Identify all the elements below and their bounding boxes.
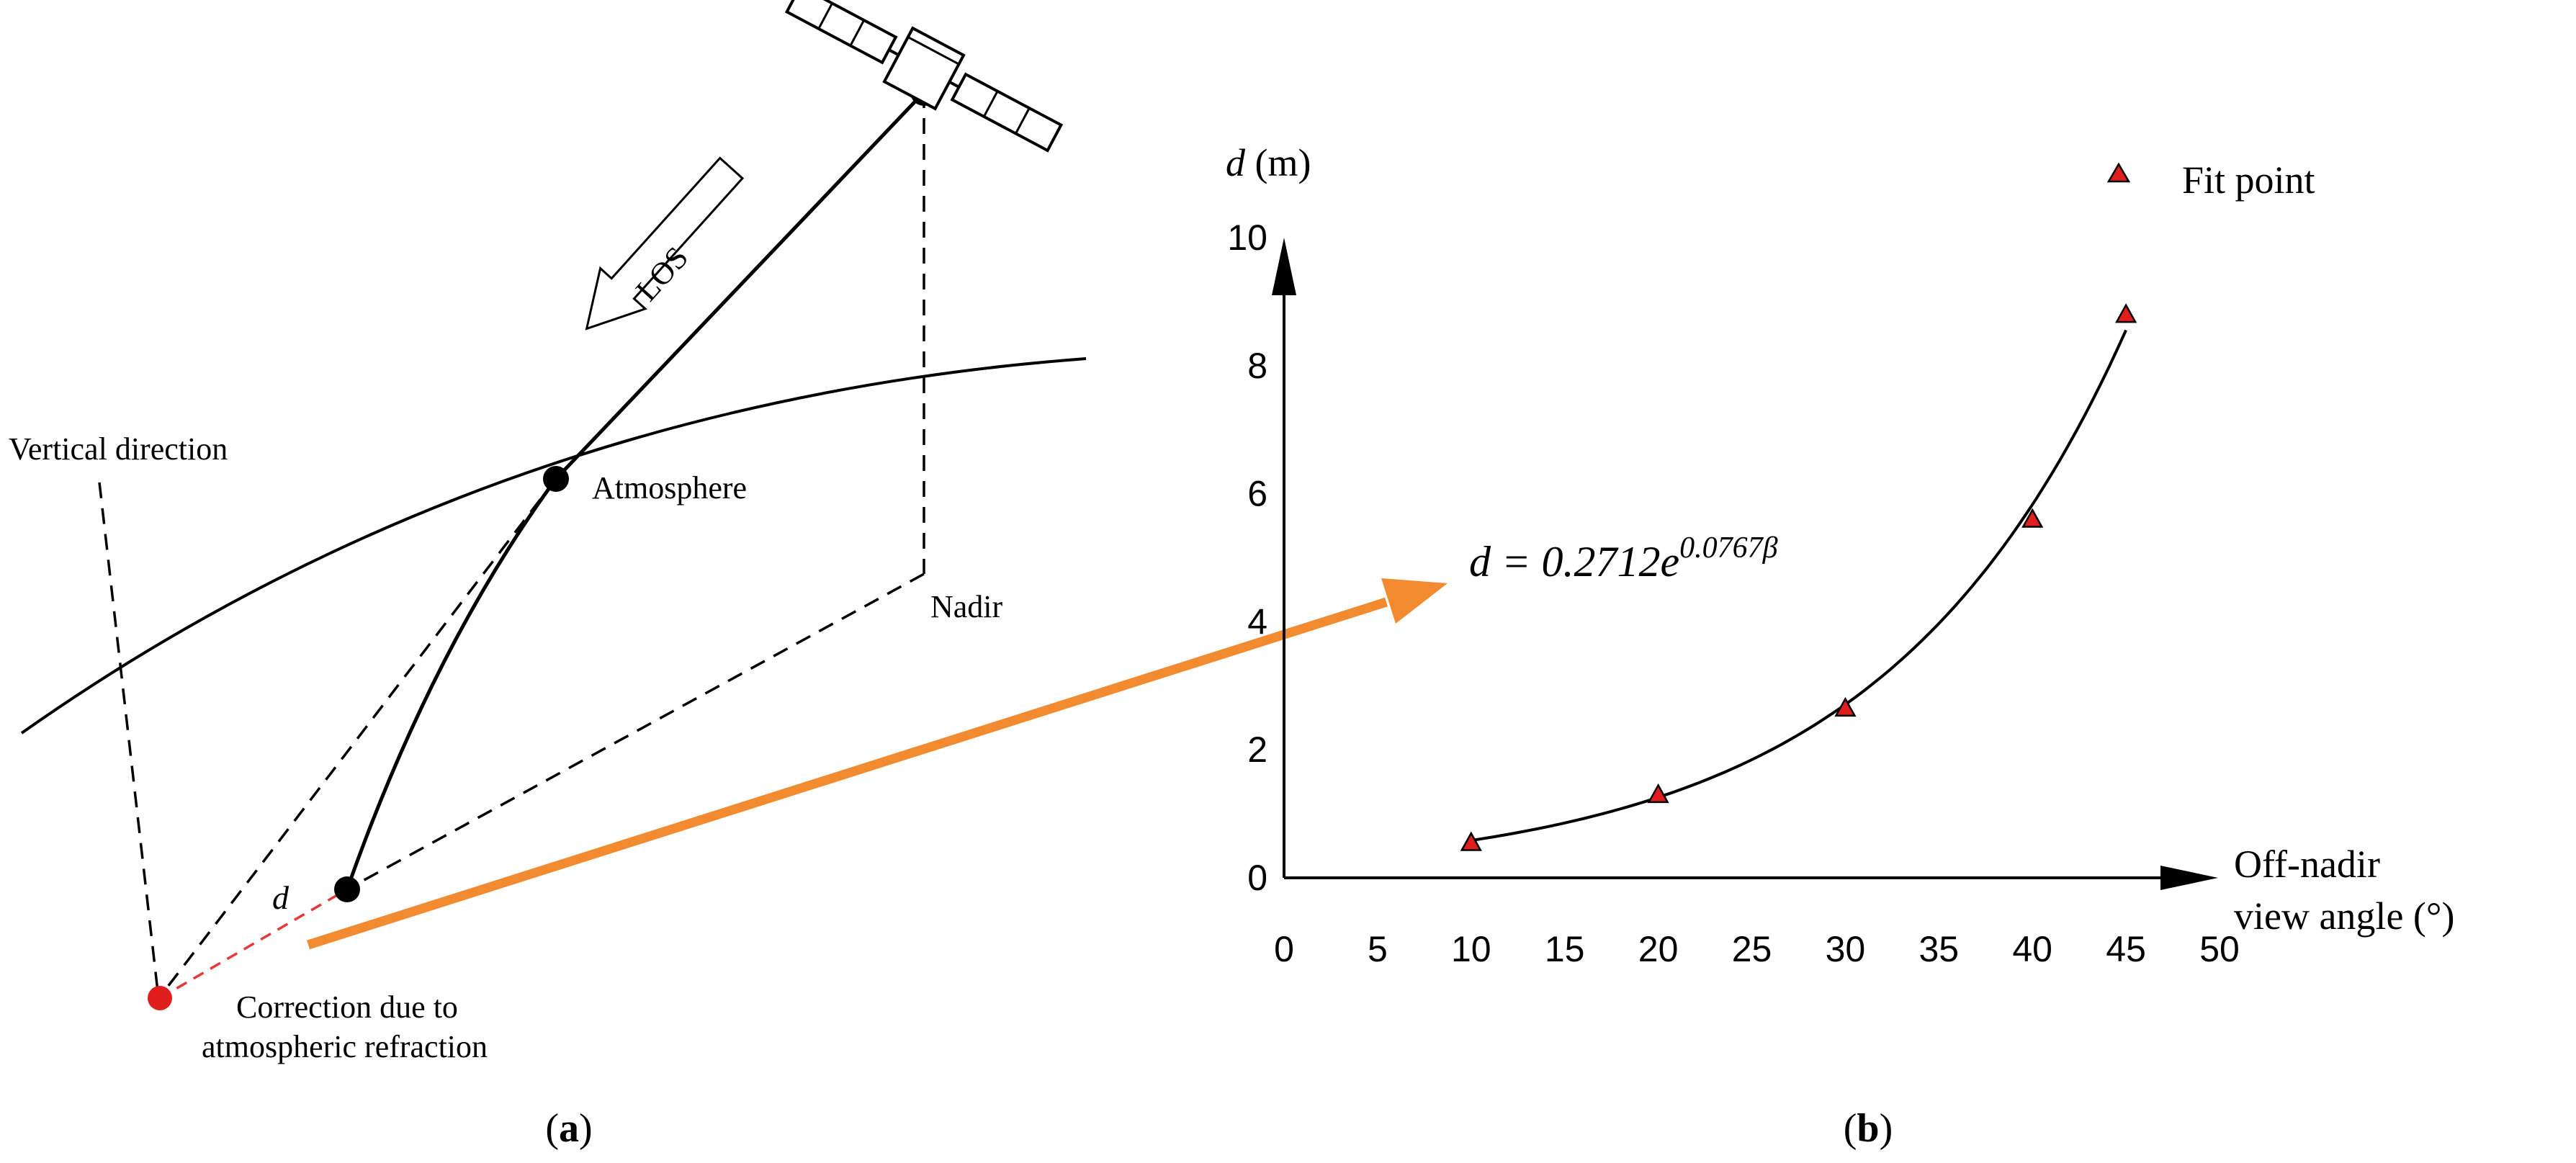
x-tick-label: 10 <box>1451 929 1491 969</box>
x-tick-label: 5 <box>1368 929 1388 969</box>
y-tick-label: 2 <box>1247 729 1267 770</box>
x-tick-label: 35 <box>1918 929 1959 969</box>
fit-point-marker <box>1647 783 1669 804</box>
correction-label-line2: atmospheric refraction <box>202 1029 488 1064</box>
caption-a: (a) <box>545 1106 592 1151</box>
atmosphere-label: Atmosphere <box>592 470 747 506</box>
x-tick-label: 40 <box>2012 929 2052 969</box>
y-tick-label: 0 <box>1247 858 1267 898</box>
x-tick-label: 50 <box>2199 929 2240 969</box>
legend-marker-triangle <box>2106 162 2131 183</box>
y-tick-labels: 0 2 4 6 8 10 <box>1227 217 1267 898</box>
atmosphere-point <box>543 466 569 492</box>
x-tick-label: 25 <box>1732 929 1772 969</box>
ground-point <box>334 876 360 902</box>
fit-point-marker <box>2021 508 2044 528</box>
y-tick-label: 10 <box>1227 217 1267 258</box>
nadir-ground-line <box>346 572 925 891</box>
x-tick-label: 15 <box>1545 929 1585 969</box>
satellite-icon <box>784 0 1064 153</box>
vertical-direction-label: Vertical direction <box>9 431 228 467</box>
x-tick-label: 45 <box>2106 929 2146 969</box>
fit-curve <box>1471 329 2127 843</box>
panel-a-diagram: LOS Vertical direction Atmosphere Nadir … <box>9 0 1087 1151</box>
fit-chart: 0 2 4 6 8 10 0 5 10 15 20 25 30 35 40 45 50 d (m) Off-n… <box>1226 141 2454 1151</box>
x-tick-label: 20 <box>1638 929 1679 969</box>
fit-point-marker <box>1834 696 1857 717</box>
x-axis-title-line1: Off-nadir <box>2234 843 2380 886</box>
correction-d-line <box>159 888 348 1000</box>
correction-label-line1: Correction due to <box>236 989 458 1025</box>
fit-curve-group <box>1471 329 2127 843</box>
x-tick-labels: 0 5 10 15 20 25 30 35 40 45 50 <box>1274 929 2240 969</box>
fit-point-marker <box>2114 303 2137 323</box>
vertical-direction-line <box>98 482 160 998</box>
caption-b: (b) <box>1844 1106 1893 1151</box>
y-axis-arrow <box>1272 238 1296 295</box>
legend: Fit point <box>2106 158 2315 202</box>
nadir-label: Nadir <box>930 589 1003 624</box>
los-arrow <box>585 156 745 331</box>
legend-label: Fit point <box>2182 158 2315 202</box>
x-axis-title-line2: view angle (°) <box>2234 894 2454 938</box>
corrected-point <box>148 986 172 1010</box>
atmosphere-arc <box>20 357 1087 735</box>
data-points <box>1460 303 2137 851</box>
x-tick-label: 30 <box>1826 929 1866 969</box>
d-label: d <box>272 879 290 916</box>
x-axis-arrow <box>2160 866 2218 890</box>
y-tick-label: 6 <box>1247 474 1267 514</box>
fit-equation: d = 0.2712e0.0767β <box>1469 531 1778 585</box>
fit-point-marker <box>1460 831 1482 851</box>
los-line <box>555 91 925 480</box>
connector-arrow <box>307 578 1448 950</box>
x-tick-label: 0 <box>1274 929 1294 969</box>
refracted-path <box>345 477 558 890</box>
y-tick-label: 8 <box>1247 346 1267 386</box>
y-axis-title: d (m) <box>1226 141 1311 184</box>
straight-los-extension <box>157 477 557 1000</box>
y-tick-label: 4 <box>1247 601 1267 642</box>
